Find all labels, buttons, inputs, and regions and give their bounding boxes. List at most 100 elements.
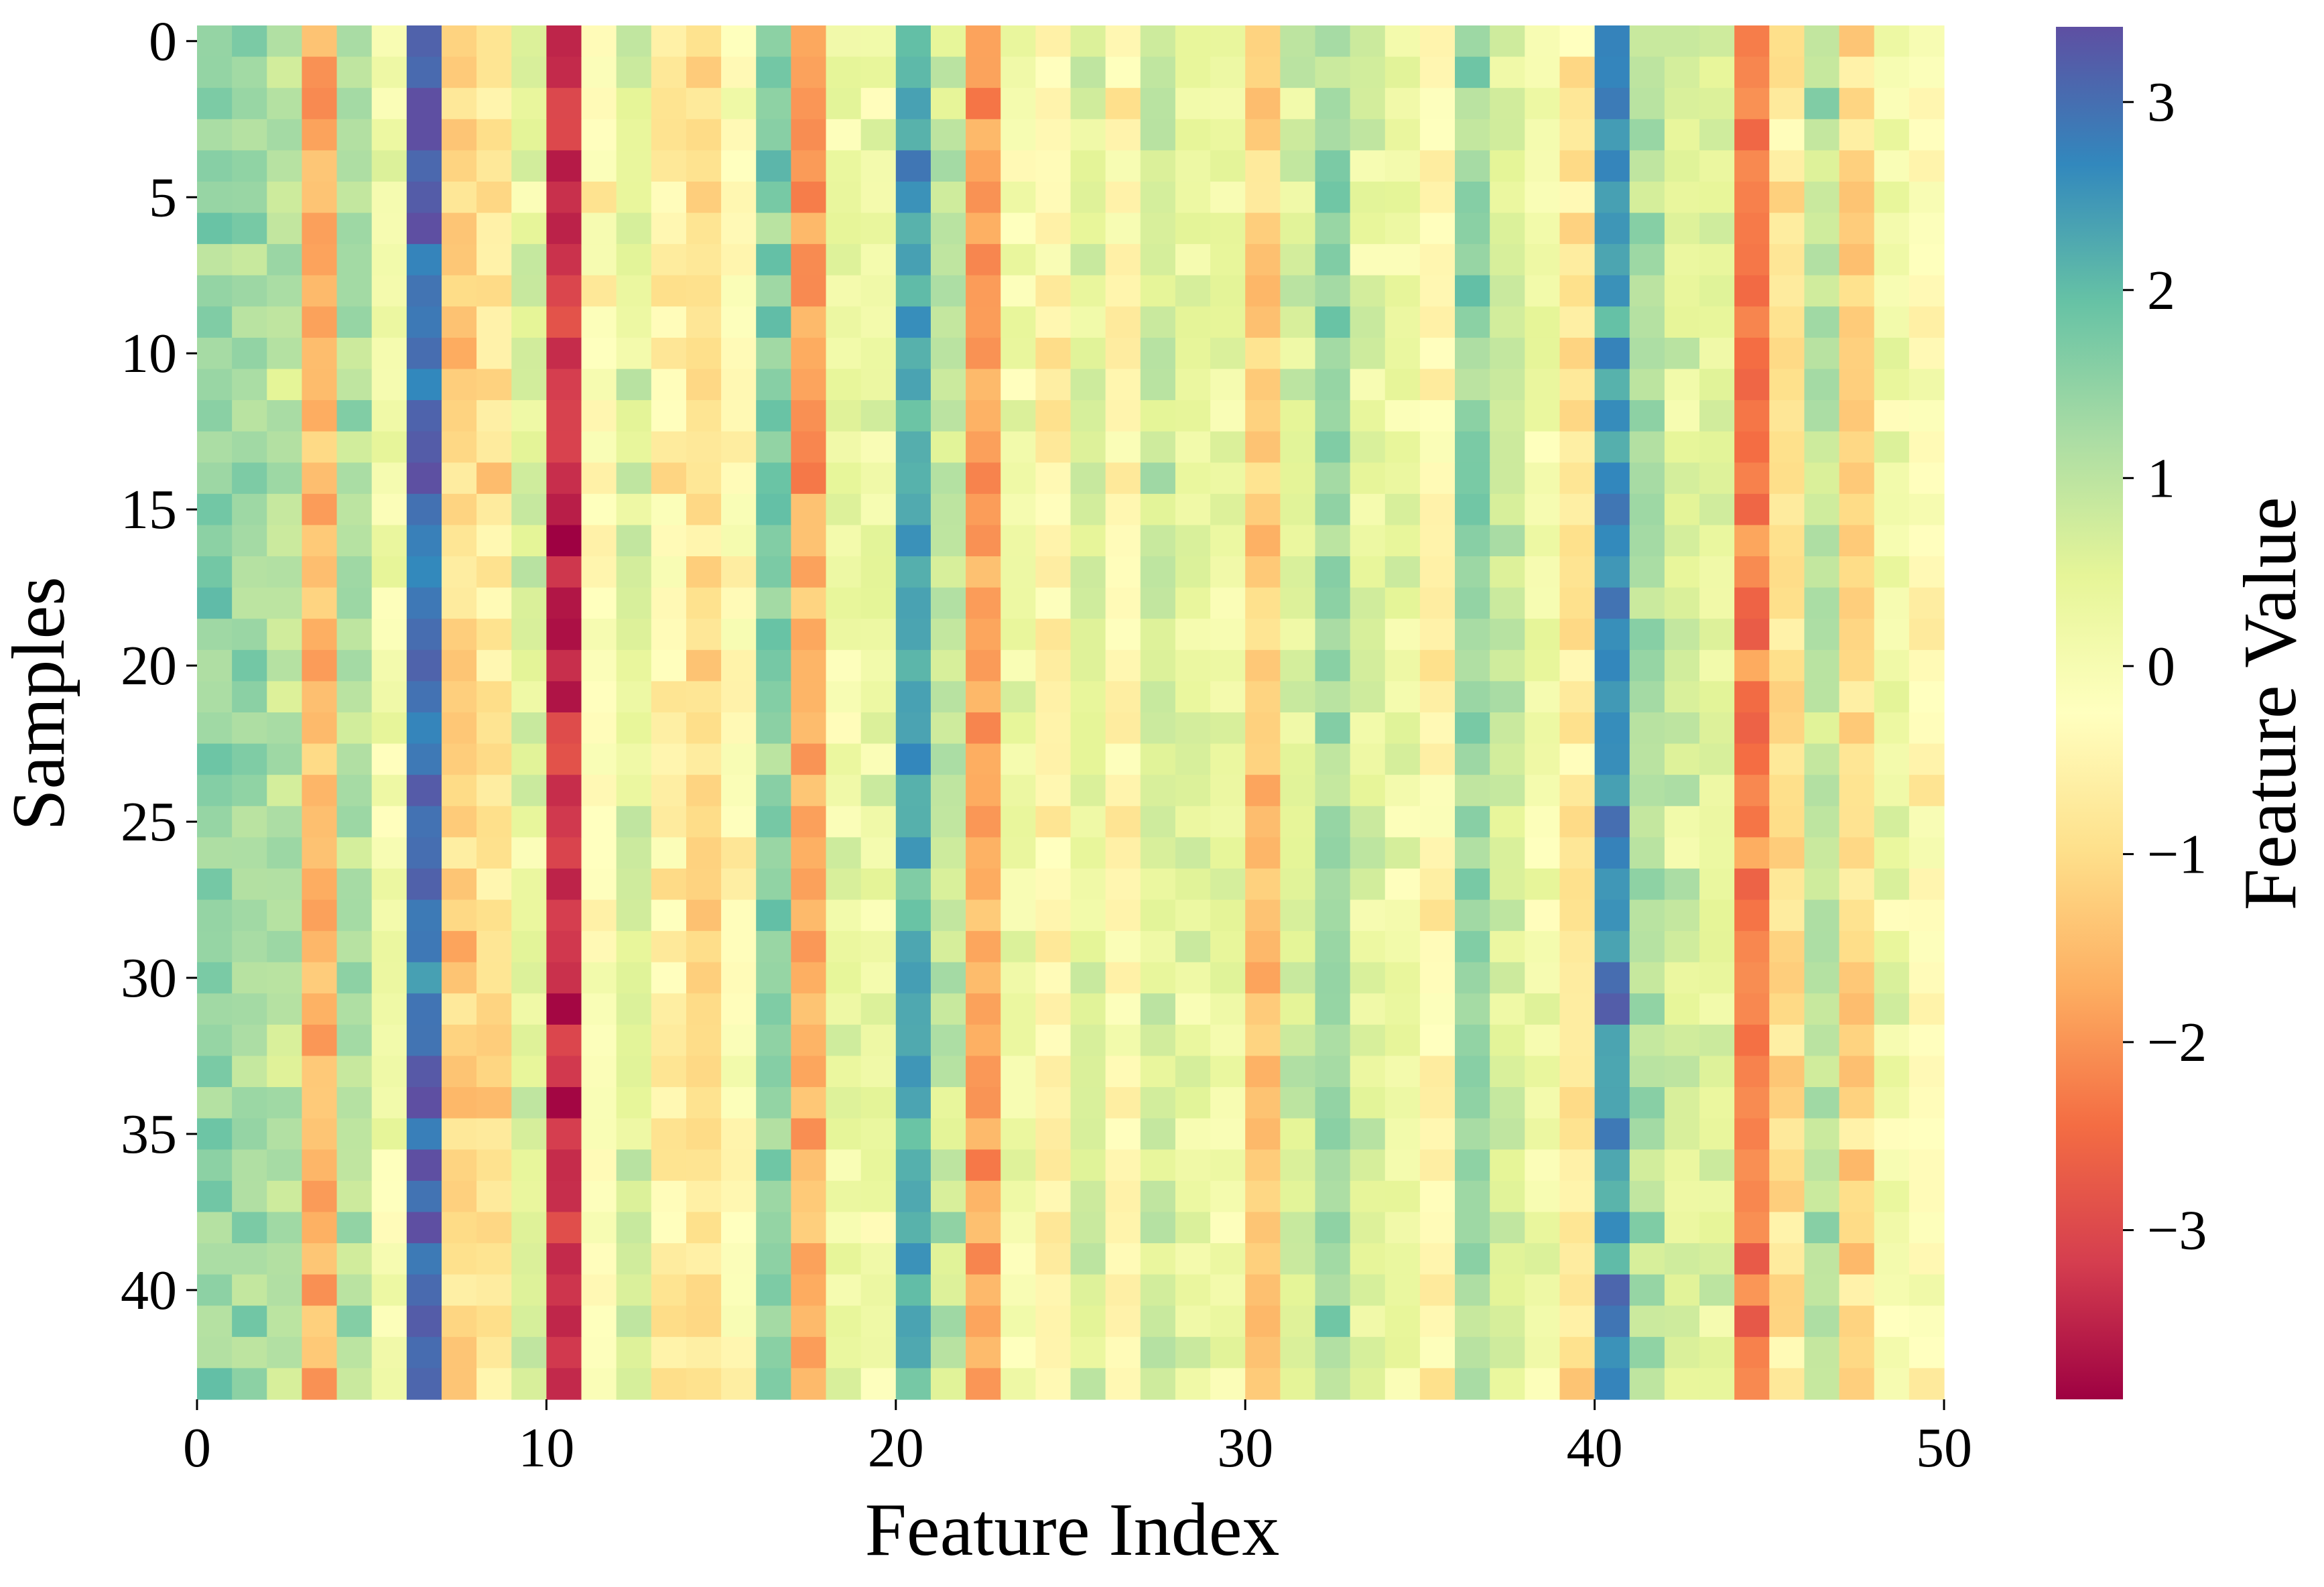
heatmap-cell	[371, 275, 407, 307]
heatmap-cell	[1455, 1149, 1490, 1182]
heatmap-cell	[826, 275, 862, 307]
heatmap-cell	[1280, 400, 1316, 432]
heatmap-cell	[721, 150, 757, 182]
heatmap-cell	[1559, 1368, 1596, 1400]
heatmap-cell	[1594, 1149, 1630, 1182]
heatmap-cell	[1245, 649, 1281, 682]
heatmap-cell	[860, 712, 897, 745]
heatmap-cell	[336, 962, 373, 994]
heatmap-cell	[826, 1149, 862, 1182]
heatmap-cell	[1280, 88, 1316, 120]
heatmap-cell	[1280, 837, 1316, 869]
heatmap-cell	[267, 712, 303, 745]
heatmap-cell	[1769, 1306, 1805, 1338]
heatmap-cell	[930, 1118, 966, 1150]
heatmap-cell	[1384, 1024, 1421, 1057]
heatmap-cell	[756, 931, 791, 963]
heatmap-cell	[1280, 525, 1316, 557]
heatmap-cell	[371, 1306, 407, 1338]
heatmap-cell	[616, 868, 652, 901]
heatmap-cell	[1839, 1149, 1875, 1182]
heatmap-cell	[1594, 56, 1630, 88]
heatmap-cell	[406, 837, 442, 869]
heatmap-cell	[1804, 25, 1840, 58]
heatmap-cell	[860, 1368, 897, 1400]
heatmap-cell	[1315, 400, 1351, 432]
heatmap-cell	[616, 462, 652, 495]
heatmap-cell	[1140, 150, 1176, 182]
heatmap-cell	[406, 56, 442, 88]
heatmap-cell	[336, 619, 373, 651]
heatmap-cell	[1350, 25, 1386, 58]
heatmap-cell	[406, 743, 442, 775]
heatmap-cell	[1315, 212, 1351, 245]
heatmap-cell	[616, 337, 652, 370]
heatmap-cell	[1664, 431, 1700, 463]
heatmap-cell	[860, 88, 897, 120]
heatmap-cell	[1140, 1243, 1176, 1275]
heatmap-cell	[1035, 181, 1072, 214]
heatmap-cell	[1664, 88, 1700, 120]
heatmap-cell	[302, 212, 338, 245]
heatmap-cell	[267, 1368, 303, 1400]
heatmap-cell	[1839, 962, 1875, 994]
heatmap-cell	[1699, 400, 1735, 432]
heatmap-cell	[302, 962, 338, 994]
heatmap-cell	[197, 899, 233, 932]
heatmap-cell	[1629, 681, 1665, 713]
heatmap-cell	[546, 88, 582, 120]
heatmap-cell	[1245, 1368, 1281, 1400]
heatmap-cell	[267, 212, 303, 245]
heatmap-cell	[930, 56, 966, 88]
heatmap-cell	[371, 493, 407, 526]
heatmap-cell	[1455, 1274, 1490, 1306]
heatmap-cell	[1350, 369, 1386, 401]
heatmap-cell	[1455, 1306, 1490, 1338]
heatmap-cell	[1874, 431, 1910, 463]
heatmap-cell	[371, 1087, 407, 1119]
heatmap-cell	[1175, 400, 1211, 432]
heatmap-cell	[476, 1024, 512, 1057]
heatmap-cell	[441, 868, 477, 901]
heatmap-cell	[791, 587, 827, 619]
heatmap-cell	[197, 275, 233, 307]
heatmap-cell	[1350, 1024, 1386, 1057]
heatmap-cell	[441, 431, 477, 463]
heatmap-cell	[616, 306, 652, 338]
heatmap-cell	[1419, 1336, 1456, 1369]
heatmap-cell	[302, 993, 338, 1025]
heatmap-cell	[511, 212, 547, 245]
heatmap-cell	[895, 1243, 931, 1275]
heatmap-cell	[511, 244, 547, 276]
heatmap-cell	[302, 1212, 338, 1244]
heatmap-cell	[1734, 88, 1770, 120]
heatmap-cell	[721, 681, 757, 713]
heatmap-cell	[1070, 337, 1106, 370]
heatmap-cell	[1629, 1087, 1665, 1119]
heatmap-cell	[1140, 56, 1176, 88]
colorbar-tick-label: 0	[2147, 635, 2175, 698]
heatmap-cell	[1455, 181, 1490, 214]
heatmap-cell	[546, 431, 582, 463]
heatmap-cell	[476, 962, 512, 994]
heatmap-cell	[756, 56, 791, 88]
heatmap-cell	[860, 931, 897, 963]
heatmap-cell	[1070, 931, 1106, 963]
heatmap-cell	[441, 212, 477, 245]
heatmap-cell	[1559, 1087, 1596, 1119]
heatmap-cell	[791, 1243, 827, 1275]
heatmap-cell	[232, 25, 267, 58]
heatmap-cell	[1490, 931, 1525, 963]
heatmap-cell	[1629, 25, 1665, 58]
heatmap-cell	[1909, 1212, 1945, 1244]
heatmap-cell	[1315, 462, 1351, 495]
heatmap-cell	[1419, 806, 1456, 838]
heatmap-cell	[1280, 56, 1316, 88]
heatmap-cell	[1280, 1243, 1316, 1275]
heatmap-cell	[930, 1087, 966, 1119]
heatmap-cell	[336, 400, 373, 432]
heatmap-cell	[1070, 962, 1106, 994]
x-axis: 0 10 20 30 40 50	[183, 1399, 1972, 1479]
heatmap-cell	[302, 275, 338, 307]
heatmap-cell	[895, 212, 931, 245]
